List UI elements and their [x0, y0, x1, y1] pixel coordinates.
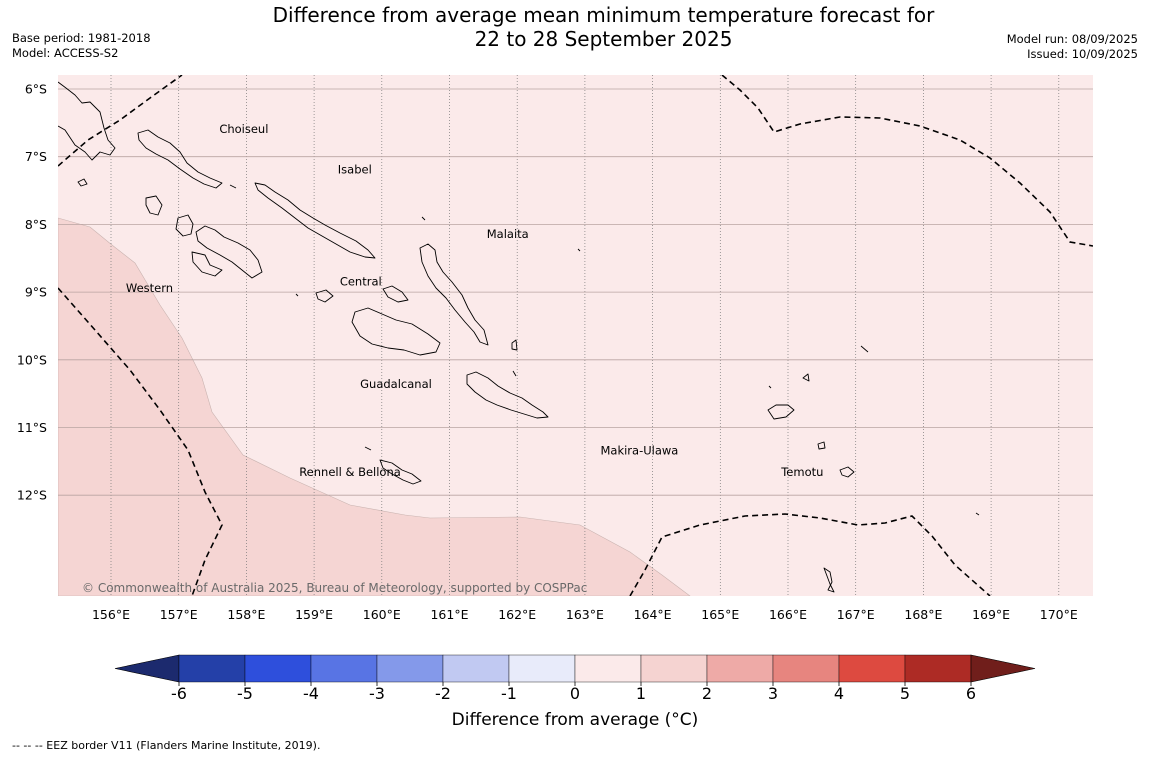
map-figure: Choiseul Isabel Malaita Central Western Guada… [17, 75, 1093, 700]
colorbar-under-triangle [114, 654, 180, 683]
santa-cruz-islands [767, 373, 855, 478]
longitude-label: 161°E [430, 607, 468, 622]
province-label: Central [340, 274, 382, 288]
province-label: Malaita [487, 227, 529, 241]
model-run-text: Model run: 08/09/2025 [1006, 32, 1138, 46]
longitude-label: 158°E [227, 607, 265, 622]
colorbar-segment [376, 654, 444, 683]
base-period-text: Base period: 1981-2018 [12, 31, 151, 45]
longitude-label: 166°E [769, 607, 807, 622]
graticule [58, 75, 1093, 596]
new-georgia-group [145, 195, 263, 279]
colorbar-segment [706, 654, 774, 683]
province-label: Makira-Ulawa [600, 444, 678, 458]
longitude-label: 160°E [363, 607, 401, 622]
colorbar-segment [904, 654, 972, 683]
province-label: Western [126, 281, 173, 295]
province-label: Rennell & Bellona [299, 465, 401, 479]
colorbar-tick-label: 4 [834, 684, 844, 700]
eez-border-note: -- -- -- EEZ border V11 (Flanders Marine… [12, 739, 321, 752]
eez-border-south-vanuatu [629, 513, 991, 596]
isabel-island [254, 182, 376, 259]
colorbar: -6 -5 -4 -3 -2 -1 0 1 2 3 4 5 6 [114, 654, 1036, 700]
bougainville-island [58, 81, 116, 161]
eez-borders [58, 75, 1093, 596]
longitude-label: 168°E [904, 607, 942, 622]
colorbar-tick-label: -6 [171, 684, 187, 700]
colorbar-tick-label: 3 [768, 684, 778, 700]
colorbar-tick-label: 5 [900, 684, 910, 700]
colorbar-segment [772, 654, 840, 683]
latitude-label: 8°S [25, 217, 47, 232]
colorbar-tick-label: 2 [702, 684, 712, 700]
colorbar-label: Difference from average (°C) [451, 710, 699, 730]
colorbar-segment [640, 654, 708, 683]
guadalcanal-island [351, 307, 441, 356]
latitude-label: 11°S [17, 420, 47, 435]
choiseul-island [137, 129, 223, 189]
map-title-line-2: 22 to 28 September 2025 [474, 27, 733, 51]
province-label: Temotu [780, 465, 823, 479]
issued-text: Issued: 10/09/2025 [1027, 47, 1138, 61]
map-title-line-1: Difference from average mean minimum tem… [272, 3, 935, 27]
coastlines [58, 81, 980, 593]
nggela-islands [315, 285, 409, 303]
colorbar-segment [178, 654, 246, 683]
map-title: Difference from average mean minimum tem… [200, 3, 1007, 51]
colorbar-over-triangle [970, 654, 1036, 683]
latitude-label: 12°S [17, 488, 47, 503]
colorbar-tick-label: -1 [501, 684, 517, 700]
colorbar-segment [310, 654, 378, 683]
province-label: Guadalcanal [360, 377, 432, 391]
latitude-label: 9°S [25, 285, 47, 300]
longitude-labels: 156°E 157°E 158°E 159°E 160°E 161°E 162°E 163°E… [92, 607, 1078, 622]
rennell-island [379, 459, 422, 485]
eez-border-west [58, 287, 223, 596]
longitude-label: 164°E [634, 607, 672, 622]
province-labels: Choiseul Isabel Malaita Central Western Guada… [126, 122, 824, 479]
longitude-label: 159°E [295, 607, 333, 622]
colorbar-tick-label: -5 [237, 684, 253, 700]
map-panel: Choiseul Isabel Malaita Central Western Guada… [58, 75, 1093, 596]
longitude-label: 163°E [566, 607, 604, 622]
latitude-labels: 6°S 7°S 8°S 9°S 10°S 11°S 12°S [17, 82, 47, 503]
metadata-right: Model run: 08/09/2025 Issued: 10/09/2025 [1007, 32, 1138, 62]
longitude-label: 156°E [92, 607, 130, 622]
longitude-label: 167°E [837, 607, 875, 622]
anomaly-zone-1-to-2 [58, 217, 691, 596]
colorbar-segment [838, 654, 906, 683]
metadata-left: Base period: 1981-2018 Model: ACCESS-S2 [12, 31, 151, 61]
latitude-label: 10°S [17, 352, 47, 367]
colorbar-segment [244, 654, 312, 683]
colorbar-tick-label: 0 [570, 684, 580, 700]
longitude-label: 165°E [701, 607, 739, 622]
latitude-label: 7°S [25, 149, 47, 164]
colorbar-tick-label: -4 [303, 684, 319, 700]
copyright-notice: © Commonwealth of Australia 2025, Bureau… [82, 581, 587, 595]
eez-border-north-nauru [721, 75, 1093, 247]
latitude-label: 6°S [25, 82, 47, 97]
colorbar-segment [508, 654, 576, 683]
colorbar-tick-label: 6 [966, 684, 976, 700]
province-label: Isabel [338, 163, 372, 177]
model-text: Model: ACCESS-S2 [12, 46, 119, 60]
colorbar-tick-label: -2 [435, 684, 451, 700]
colorbar-tick-label: 1 [636, 684, 646, 700]
colorbar-segment [442, 654, 510, 683]
small-islands [77, 178, 980, 593]
colorbar-segment [574, 654, 642, 683]
malaita-island [419, 243, 489, 346]
makira-island [466, 371, 549, 419]
longitude-label: 157°E [160, 607, 198, 622]
longitude-label: 170°E [1040, 607, 1078, 622]
longitude-label: 169°E [972, 607, 1010, 622]
province-label: Choiseul [219, 122, 268, 136]
longitude-label: 162°E [498, 607, 536, 622]
colorbar-tick-label: -3 [369, 684, 385, 700]
